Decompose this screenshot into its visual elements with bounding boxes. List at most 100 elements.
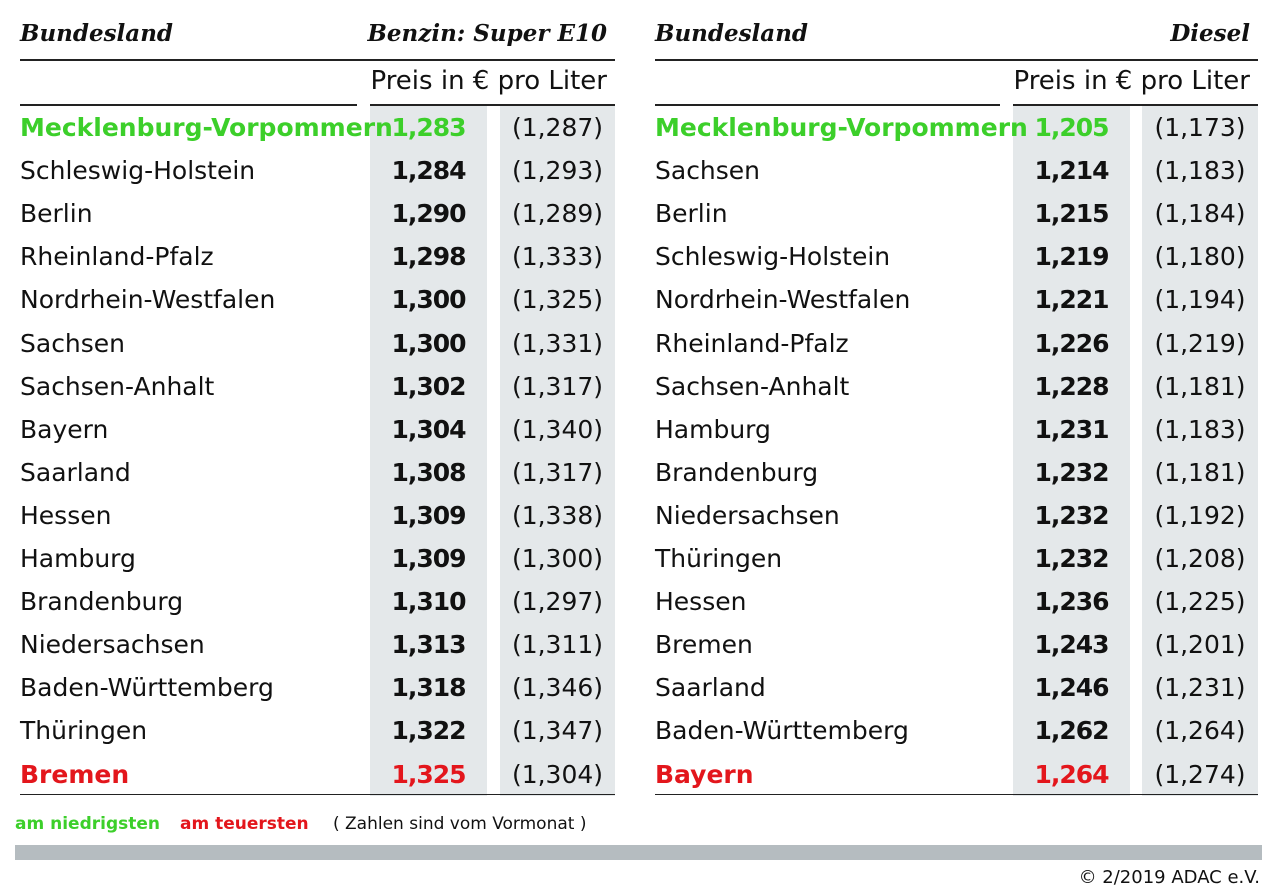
- state-name: Sachsen: [20, 328, 126, 358]
- price: 1,298: [391, 242, 466, 272]
- previous-price: (1,183): [1154, 414, 1246, 444]
- price: 1,232: [1034, 500, 1109, 530]
- state-name: Mecklenburg-Vorpommern: [655, 113, 1028, 142]
- previous-price: (1,289): [511, 199, 604, 229]
- price: 1,264: [1034, 759, 1109, 789]
- price: 1,308: [391, 457, 466, 487]
- header-rule: [655, 59, 1258, 61]
- previous-price: (1,340): [511, 414, 604, 444]
- state-name: Hamburg: [655, 414, 771, 444]
- legend-high: am teuersten: [180, 814, 309, 834]
- state-name: Schleswig-Holstein: [655, 242, 891, 272]
- state-name: Rheinland-Pfalz: [20, 242, 214, 272]
- price: 1,300: [391, 328, 466, 358]
- price: 1,219: [1034, 242, 1109, 272]
- state-name: Bremen: [20, 759, 130, 789]
- previous-price: (1,293): [511, 156, 604, 186]
- previous-price: (1,300): [511, 544, 604, 573]
- state-name: Bayern: [655, 759, 754, 789]
- state-name: Niedersachsen: [20, 630, 205, 660]
- price: 1,231: [1034, 414, 1109, 444]
- previous-price: (1,219): [1154, 328, 1246, 358]
- bottom-rule: [655, 793, 1258, 795]
- previous-price: (1,304): [511, 759, 604, 789]
- previous-price: (1,264): [1154, 716, 1246, 746]
- price-column-bg: [1013, 106, 1130, 796]
- price: 1,283: [391, 113, 466, 142]
- previous-price: (1,297): [511, 587, 604, 617]
- state-name: Hamburg: [20, 544, 136, 573]
- price: 1,221: [1034, 285, 1109, 315]
- price: 1,318: [391, 673, 466, 703]
- state-name: Baden-Württemberg: [20, 673, 274, 703]
- price: 1,232: [1034, 457, 1109, 487]
- state-name: Schleswig-Holstein: [20, 156, 256, 186]
- previous-price: (1,325): [511, 285, 604, 315]
- state-name: Bayern: [20, 414, 109, 444]
- price: 1,300: [391, 285, 466, 315]
- previous-column-bg: [1142, 106, 1258, 796]
- footer-bar: [15, 845, 1262, 860]
- state-name: Hessen: [20, 500, 112, 530]
- state-name: Sachsen-Anhalt: [20, 371, 215, 401]
- price: 1,322: [391, 716, 466, 746]
- previous-price: (1,338): [511, 500, 604, 530]
- state-name: Bremen: [655, 630, 753, 660]
- price: 1,304: [391, 414, 466, 444]
- previous-price: (1,225): [1154, 587, 1246, 617]
- state-name: Baden-Württemberg: [655, 716, 909, 746]
- price: 1,246: [1034, 673, 1109, 703]
- price: 1,243: [1034, 630, 1109, 660]
- previous-price: (1,317): [511, 371, 604, 401]
- state-name: Nordrhein-Westfalen: [20, 285, 276, 315]
- header-rule: [20, 59, 615, 61]
- state-name: Rheinland-Pfalz: [655, 328, 849, 358]
- state-name: Mecklenburg-Vorpommern: [20, 113, 393, 142]
- state-name: Brandenburg: [655, 457, 819, 487]
- price: 1,215: [1034, 199, 1109, 229]
- price: 1,262: [1034, 716, 1109, 746]
- previous-price: (1,201): [1154, 630, 1246, 660]
- previous-price: (1,180): [1154, 242, 1246, 272]
- previous-price: (1,181): [1154, 457, 1246, 487]
- fuel-header: Benzin: Super E10: [367, 20, 607, 47]
- price-column-bg: [370, 106, 487, 796]
- fuel-header: Diesel: [1170, 20, 1250, 47]
- price: 1,309: [391, 544, 466, 573]
- state-name: Thüringen: [655, 544, 783, 573]
- state-name: Thüringen: [20, 716, 148, 746]
- subheader-rule: [370, 104, 615, 106]
- previous-price: (1,331): [511, 328, 604, 358]
- state-name: Niedersachsen: [655, 500, 840, 530]
- price: 1,228: [1034, 371, 1109, 401]
- previous-price: (1,274): [1154, 759, 1246, 789]
- state-name: Saarland: [20, 457, 131, 487]
- unit-label: Preis in € pro Liter: [370, 66, 607, 96]
- legend-note: ( Zahlen sind vom Vormonat ): [333, 814, 587, 834]
- state-name: Hessen: [655, 587, 747, 617]
- state-name: Saarland: [655, 673, 766, 703]
- price: 1,214: [1034, 156, 1109, 186]
- subheader-rule: [20, 104, 357, 106]
- price: 1,226: [1034, 328, 1109, 358]
- previous-price: (1,287): [511, 113, 604, 142]
- price: 1,325: [391, 759, 466, 789]
- previous-price: (1,173): [1154, 113, 1246, 142]
- price: 1,309: [391, 500, 466, 530]
- previous-price: (1,333): [511, 242, 604, 272]
- price: 1,284: [391, 156, 466, 186]
- state-name: Brandenburg: [20, 587, 184, 617]
- previous-price: (1,194): [1154, 285, 1246, 315]
- price: 1,205: [1034, 113, 1109, 142]
- legend-low: am niedrigsten: [15, 814, 160, 834]
- state-name: Berlin: [20, 199, 93, 229]
- state-name: Sachsen: [655, 156, 761, 186]
- price: 1,232: [1034, 544, 1109, 573]
- price: 1,302: [391, 371, 466, 401]
- previous-price: (1,183): [1154, 156, 1246, 186]
- price: 1,290: [391, 199, 466, 229]
- previous-price: (1,192): [1154, 500, 1246, 530]
- previous-price: (1,208): [1154, 544, 1246, 573]
- name-header: Bundesland: [655, 20, 808, 47]
